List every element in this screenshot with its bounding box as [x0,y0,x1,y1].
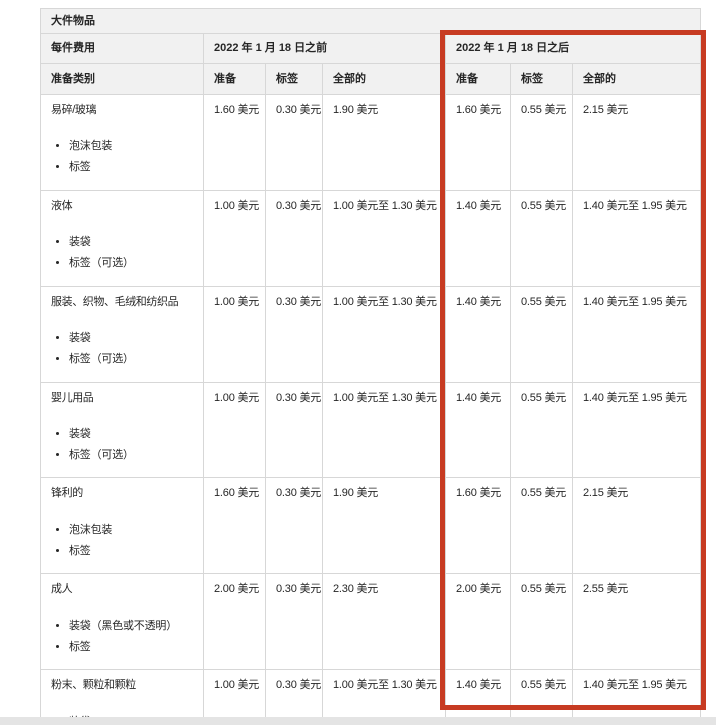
after-label-cell: 0.55 美元 [510,669,573,725]
after-label-cell: 0.55 美元 [510,573,573,671]
before-label-cell: 0.30 美元 [265,93,323,191]
category-name: 婴儿用品 [51,391,94,404]
after-date-header: 2022 年 1 月 18 日之后 [444,33,702,64]
after-total-cell: 1.40 美元至 1.95 美元 [571,669,702,725]
bullet-item: 标签（可选） [69,256,193,270]
date-header-row: 每件费用 2022 年 1 月 18 日之前 2022 年 1 月 18 日之后 [40,33,702,64]
before-label-cell: 0.30 美元 [265,285,323,383]
category-name: 服装、织物、毛绒和纺织品 [51,295,179,308]
before-total-cell: 1.00 美元至 1.30 美元 [322,285,446,383]
after-prep-cell: 1.40 美元 [445,381,511,479]
before-label-cell: 0.30 美元 [265,189,323,287]
after-prep-cell: 1.60 美元 [445,93,511,191]
table-row: 锋利的 泡沫包装标签 1.60 美元 0.30 美元 1.90 美元 1.60 … [40,477,702,575]
bullet-item: 标签 [69,160,193,174]
after-total-cell: 2.15 美元 [571,477,702,575]
prep-bullets: 泡沫包装标签 [51,139,193,175]
bullet-item: 标签 [69,640,193,654]
category-cell: 服装、织物、毛绒和纺织品 装袋标签（可选） [40,285,204,383]
after-label-cell: 0.55 美元 [510,189,573,287]
table-row: 易碎/玻璃 泡沫包装标签 1.60 美元 0.30 美元 1.90 美元 1.6… [40,93,702,191]
prep-bullets: 装袋标签（可选） [51,331,193,367]
after-label-cell: 0.55 美元 [510,477,573,575]
after-total-cell: 1.40 美元至 1.95 美元 [571,381,702,479]
bullet-item: 标签（可选） [69,352,193,366]
page-bottom-edge [0,717,716,725]
category-cell: 易碎/玻璃 泡沫包装标签 [40,93,204,191]
before-prep-cell: 2.00 美元 [203,573,266,671]
prep-bullets: 装袋标签（可选） [51,235,193,271]
after-label-cell: 0.55 美元 [510,381,573,479]
before-date-header: 2022 年 1 月 18 日之前 [203,33,446,64]
category-header: 准备类别 [40,62,204,95]
total-header-after: 全部的 [571,62,702,95]
bullet-item: 装袋 [69,235,193,249]
category-name: 易碎/玻璃 [51,103,97,116]
after-total-cell: 1.40 美元至 1.95 美元 [571,285,702,383]
section-title: 大件物品 [39,7,702,35]
before-total-cell: 1.00 美元至 1.30 美元 [322,669,446,725]
before-label-cell: 0.30 美元 [265,573,323,671]
label-header-after: 标签 [510,62,573,95]
total-header-before: 全部的 [322,62,446,95]
after-prep-cell: 1.60 美元 [445,477,511,575]
category-cell: 婴儿用品 装袋标签（可选） [40,381,204,479]
table-row: 粉末、颗粒和颗粒 装袋标签（可选） 1.00 美元 0.30 美元 1.00 美… [40,669,702,725]
before-total-cell: 1.00 美元至 1.30 美元 [322,189,446,287]
before-total-cell: 1.00 美元至 1.30 美元 [322,381,446,479]
before-total-cell: 2.30 美元 [322,573,446,671]
after-prep-cell: 2.00 美元 [445,573,511,671]
before-prep-cell: 1.00 美元 [203,285,266,383]
category-name: 锋利的 [51,487,83,500]
category-cell: 锋利的 泡沫包装标签 [40,477,204,575]
bullet-item: 装袋 [69,427,193,441]
before-prep-cell: 1.00 美元 [203,381,266,479]
pricing-table: 大件物品 每件费用 2022 年 1 月 18 日之前 2022 年 1 月 1… [39,7,702,725]
table-row: 液体 装袋标签（可选） 1.00 美元 0.30 美元 1.00 美元至 1.3… [40,189,702,287]
prep-bullets: 装袋（黑色或不透明） 标签 [51,619,193,655]
prep-header-before: 准备 [203,62,266,95]
bullet-item: 标签（可选） [69,448,193,462]
bullet-item: 泡沫包装 [69,139,193,153]
before-label-cell: 0.30 美元 [265,477,323,575]
column-header-row: 准备类别 准备 标签 全部的 准备 标签 全部的 [40,62,702,95]
after-label-cell: 0.55 美元 [510,285,573,383]
before-total-cell: 1.90 美元 [322,477,446,575]
after-total-cell: 2.15 美元 [571,93,702,191]
category-cell: 粉末、颗粒和颗粒 装袋标签（可选） [40,669,204,725]
category-name: 液体 [51,199,73,212]
prep-header-after: 准备 [445,62,511,95]
after-total-cell: 2.55 美元 [571,573,702,671]
prep-bullets: 装袋标签（可选） [51,427,193,463]
section-title-row: 大件物品 [39,7,702,35]
bullet-item: 装袋（黑色或不透明） [69,619,193,633]
category-cell: 成人 装袋（黑色或不透明） 标签 [40,573,204,671]
after-prep-cell: 1.40 美元 [445,669,511,725]
bullet-item: 泡沫包装 [69,523,193,537]
bullet-item: 标签 [69,544,193,558]
label-header-before: 标签 [265,62,323,95]
prep-bullets: 泡沫包装标签 [51,523,193,559]
table-row: 婴儿用品 装袋标签（可选） 1.00 美元 0.30 美元 1.00 美元至 1… [40,381,702,479]
table-row: 成人 装袋（黑色或不透明）标签 2.00 美元 0.30 美元 2.30 美元 … [40,573,702,671]
after-prep-cell: 1.40 美元 [445,189,511,287]
before-prep-cell: 1.60 美元 [203,93,266,191]
after-prep-cell: 1.40 美元 [445,285,511,383]
bullet-item: 装袋 [69,331,193,345]
before-prep-cell: 1.00 美元 [203,189,266,287]
fee-per-item-header: 每件费用 [40,33,204,64]
before-label-cell: 0.30 美元 [265,669,323,725]
category-cell: 液体 装袋标签（可选） [40,189,204,287]
pricing-table-container: 大件物品 每件费用 2022 年 1 月 18 日之前 2022 年 1 月 1… [39,7,706,725]
before-label-cell: 0.30 美元 [265,381,323,479]
after-label-cell: 0.55 美元 [510,93,573,191]
before-prep-cell: 1.60 美元 [203,477,266,575]
pricing-table-body: 易碎/玻璃 泡沫包装标签 1.60 美元 0.30 美元 1.90 美元 1.6… [40,93,702,725]
table-row: 服装、织物、毛绒和纺织品 装袋标签（可选） 1.00 美元 0.30 美元 1.… [40,285,702,383]
after-total-cell: 1.40 美元至 1.95 美元 [571,189,702,287]
category-name: 粉末、颗粒和颗粒 [51,679,136,692]
before-total-cell: 1.90 美元 [322,93,446,191]
category-name: 成人 [51,583,73,596]
